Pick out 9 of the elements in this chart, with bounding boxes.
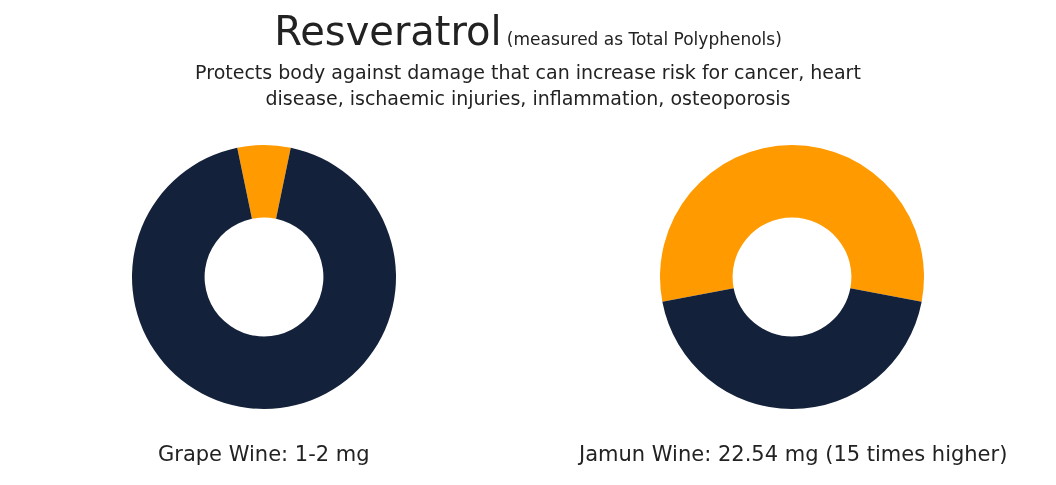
text: Grape Wine: 1-2 mg xyxy=(158,442,370,466)
donut-slice xyxy=(237,145,291,219)
text: Protects body against damage that can increase risk for cancer, heart disease, ischaemic injuries, inflammation, osteoporosis xyxy=(194,60,862,111)
donut-slice xyxy=(660,145,924,302)
donut-slice xyxy=(132,147,396,409)
chart-title: Resveratrol xyxy=(274,8,502,54)
text: Jamun Wine: 22.54 mg (15 times higher) xyxy=(577,442,1008,466)
donut-slice xyxy=(662,288,922,409)
text: (measured as Total Polyphenols) xyxy=(506,29,782,49)
